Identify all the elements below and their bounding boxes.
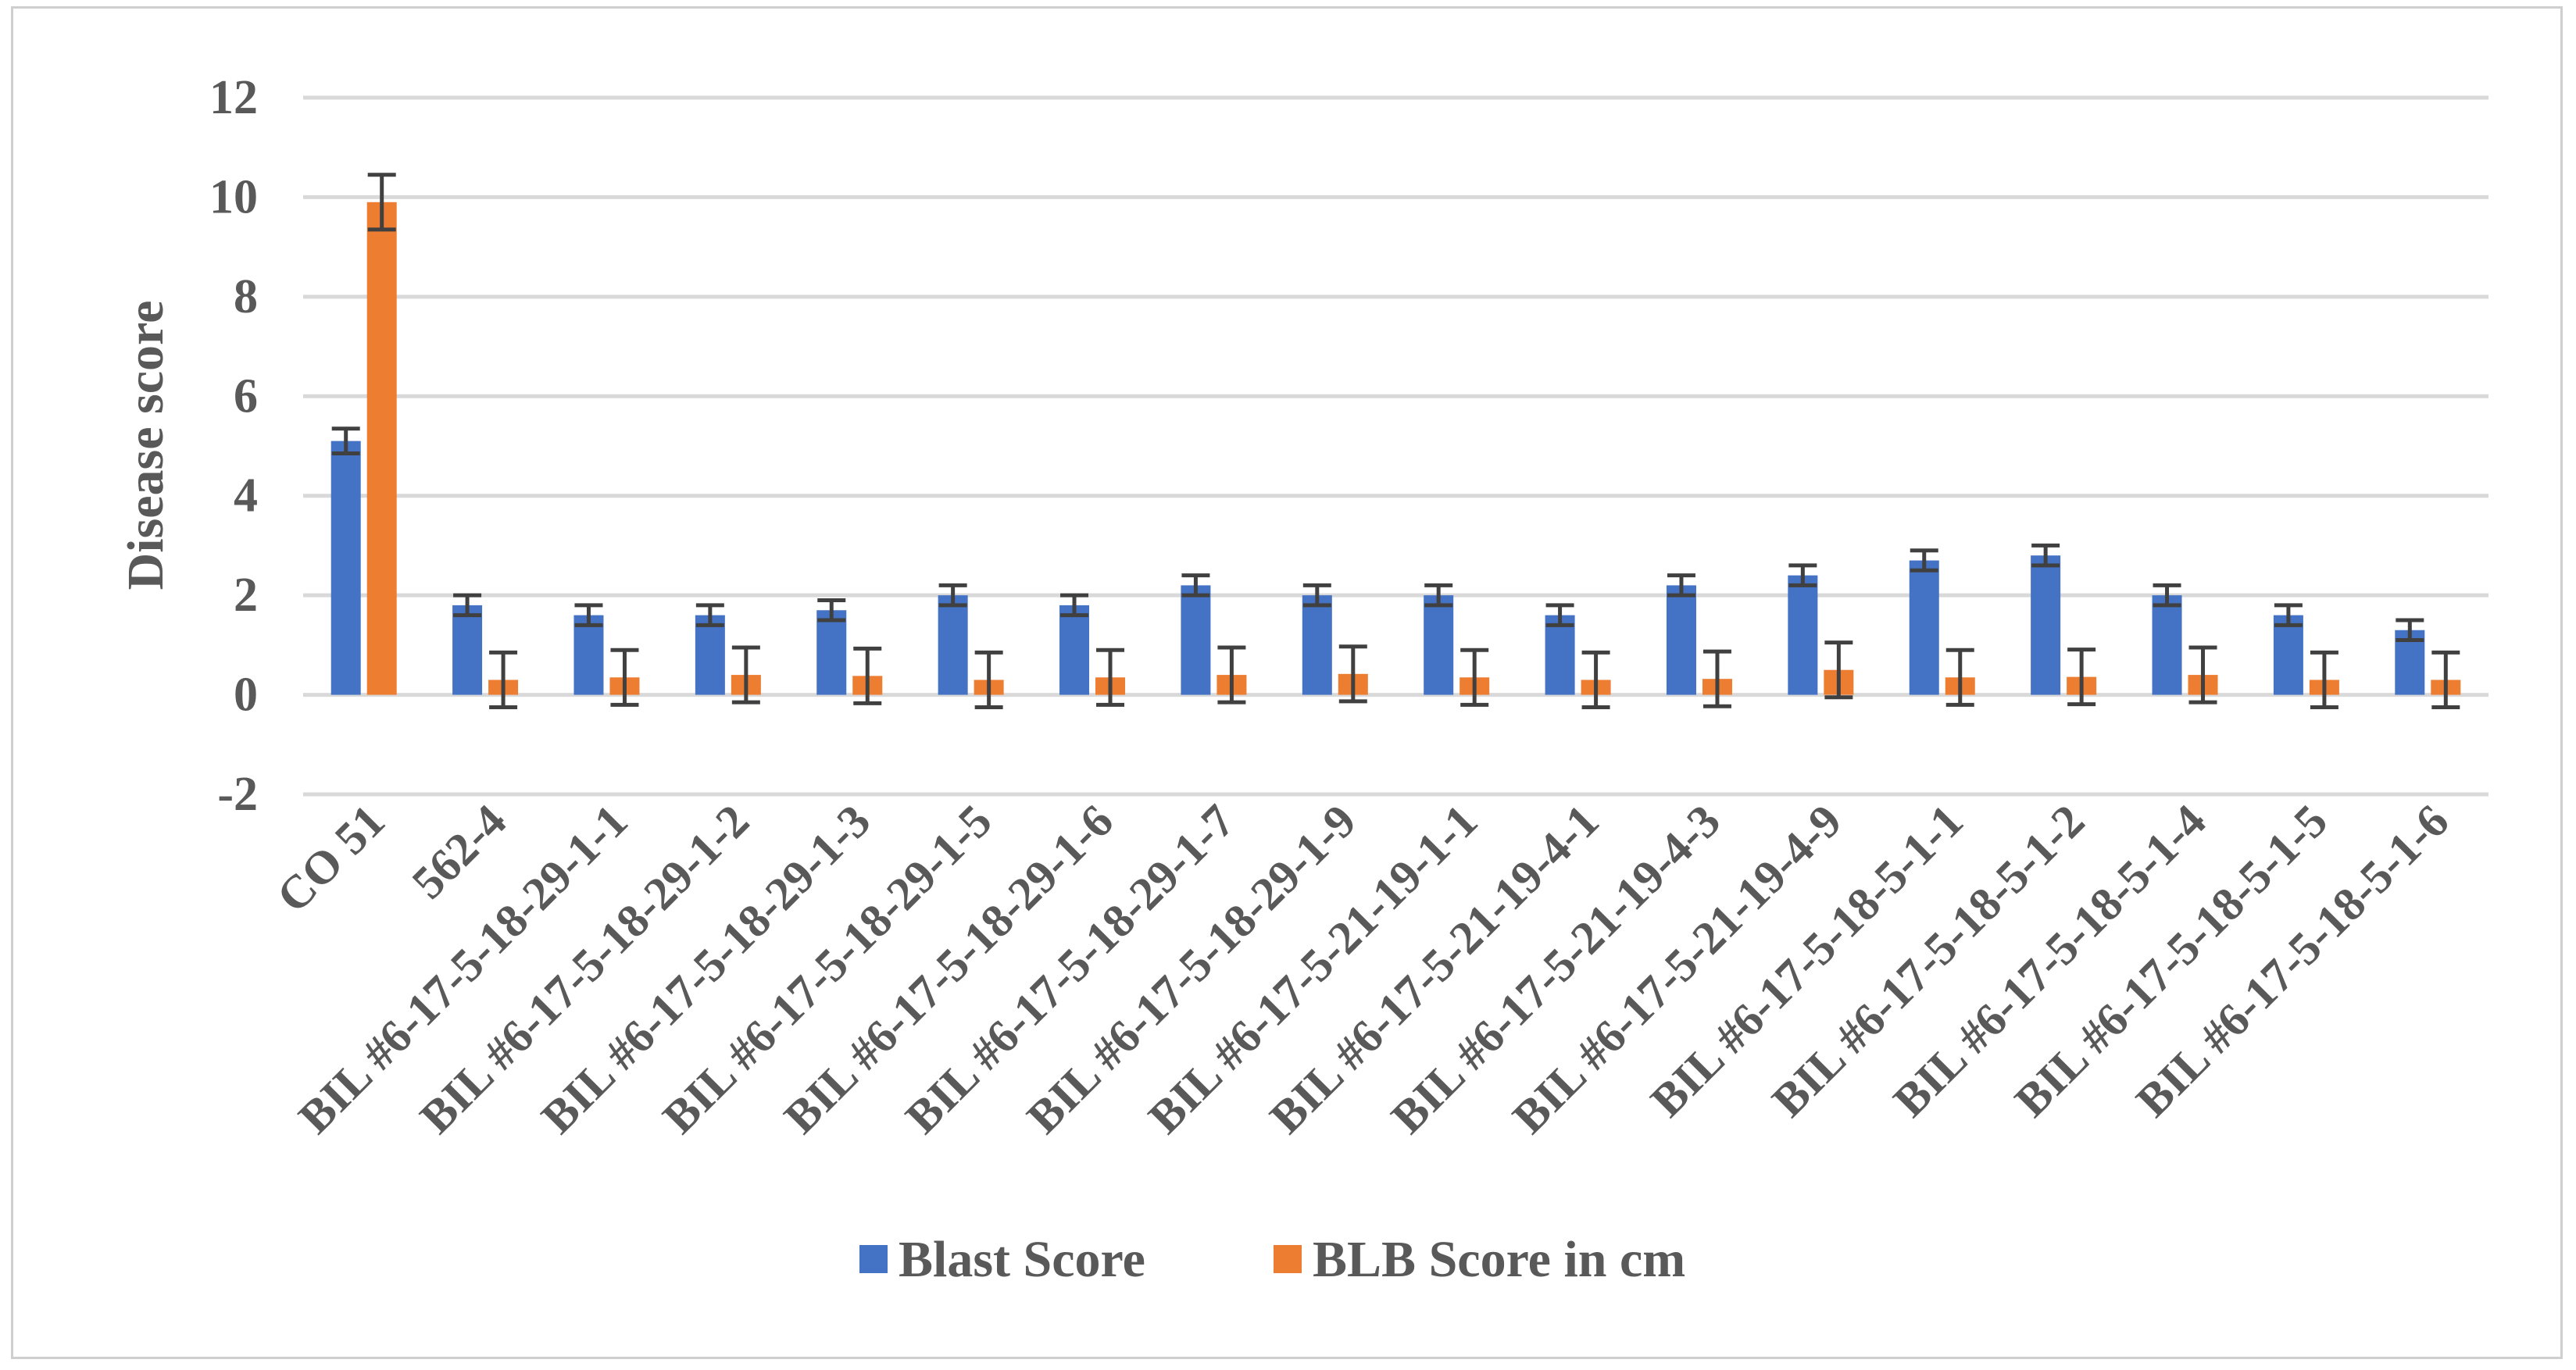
error-bar-blb-1	[489, 650, 518, 709]
bar-blast-7	[1181, 585, 1211, 695]
bar-blast-10	[1545, 615, 1575, 695]
error-bar-blb-5	[974, 650, 1003, 709]
error-bar-blb-7	[1217, 645, 1246, 705]
error-bar-blb-15	[2188, 645, 2217, 705]
bar-blast-13	[1909, 560, 1939, 695]
error-bar-blast-1	[453, 593, 482, 618]
bar-blb-0	[366, 202, 397, 695]
error-bar-blast-5	[938, 583, 967, 608]
bar-blast-1	[452, 605, 483, 695]
error-bar-blb-6	[1096, 648, 1125, 707]
error-bar-blb-4	[853, 646, 882, 705]
error-bar-blast-4	[817, 598, 846, 623]
error-bar-blb-3	[731, 645, 760, 705]
bar-blast-4	[816, 610, 847, 695]
error-bar-blast-13	[1910, 548, 1938, 573]
y-tick-label: 12	[209, 71, 258, 124]
error-bar-blast-10	[1545, 603, 1574, 627]
y-tick-label: 6	[234, 369, 258, 423]
y-tick-label: -2	[217, 768, 258, 821]
error-bar-blb-12	[1824, 640, 1853, 700]
y-axis-ticks: -2 0 2 4 6 8 10 12	[209, 71, 258, 821]
error-bar-blast-11	[1667, 573, 1695, 598]
bar-blast-2	[573, 615, 604, 695]
bar-blast-15	[2152, 595, 2182, 695]
y-tick-label: 10	[209, 170, 258, 223]
legend-swatch	[1274, 1245, 1302, 1273]
x-tick-label: 562-4	[402, 795, 516, 909]
error-bar-blb-17	[2431, 650, 2460, 709]
bar-blast-9	[1424, 595, 1454, 695]
legend-item-blast: Blast Score	[859, 1231, 1145, 1288]
error-bar-blast-9	[1424, 583, 1453, 608]
error-bar-blb-9	[1460, 648, 1489, 707]
error-bar-blast-6	[1060, 593, 1089, 618]
bar-blast-14	[2031, 555, 2061, 695]
bar-blast-3	[695, 615, 725, 695]
error-bar-blast-0	[331, 426, 360, 456]
y-tick-label: 8	[234, 270, 258, 323]
error-bar-blb-11	[1702, 649, 1731, 708]
gridlines	[303, 95, 2488, 797]
error-bar-blast-12	[1788, 563, 1817, 587]
error-bar-blb-2	[610, 648, 639, 707]
bars	[330, 202, 2461, 695]
y-tick-label: 2	[234, 569, 258, 622]
error-bar-blb-16	[2310, 650, 2338, 709]
error-bars	[331, 173, 2460, 709]
y-tick-label: 0	[234, 669, 258, 722]
bar-blast-11	[1666, 585, 1696, 695]
chart-frame	[11, 6, 2563, 1359]
bar-blast-5	[938, 595, 968, 695]
bar-blast-8	[1302, 595, 1332, 695]
x-tick-label: CO 51	[267, 795, 395, 922]
bar-blast-12	[1788, 575, 1818, 695]
y-tick-label: 4	[234, 469, 258, 523]
error-bar-blast-7	[1181, 573, 1210, 598]
legend-item-blb: BLB Score in cm	[1274, 1231, 1685, 1288]
bar-blast-6	[1059, 605, 1090, 695]
error-bar-blb-13	[1945, 648, 1974, 707]
error-bar-blast-15	[2153, 583, 2181, 608]
error-bar-blast-16	[2274, 603, 2303, 627]
error-bar-blast-3	[695, 603, 724, 627]
bar-blast-16	[2273, 615, 2303, 695]
error-bar-blb-0	[367, 173, 396, 232]
error-bar-blb-8	[1338, 644, 1367, 704]
legend-label: Blast Score	[899, 1231, 1145, 1288]
error-bar-blb-14	[2067, 648, 2096, 707]
error-bar-blast-17	[2396, 618, 2424, 642]
legend-label: BLB Score in cm	[1313, 1231, 1685, 1288]
legend-swatch	[859, 1245, 888, 1273]
error-bar-blast-8	[1302, 583, 1331, 608]
error-bar-blb-10	[1581, 650, 1610, 709]
error-bar-blast-2	[574, 603, 603, 627]
error-bar-blast-14	[2031, 543, 2060, 568]
y-axis-title: Disease score	[117, 301, 174, 590]
bar-blast-0	[330, 441, 361, 695]
legend: Blast Score BLB Score in cm	[859, 1231, 1685, 1288]
